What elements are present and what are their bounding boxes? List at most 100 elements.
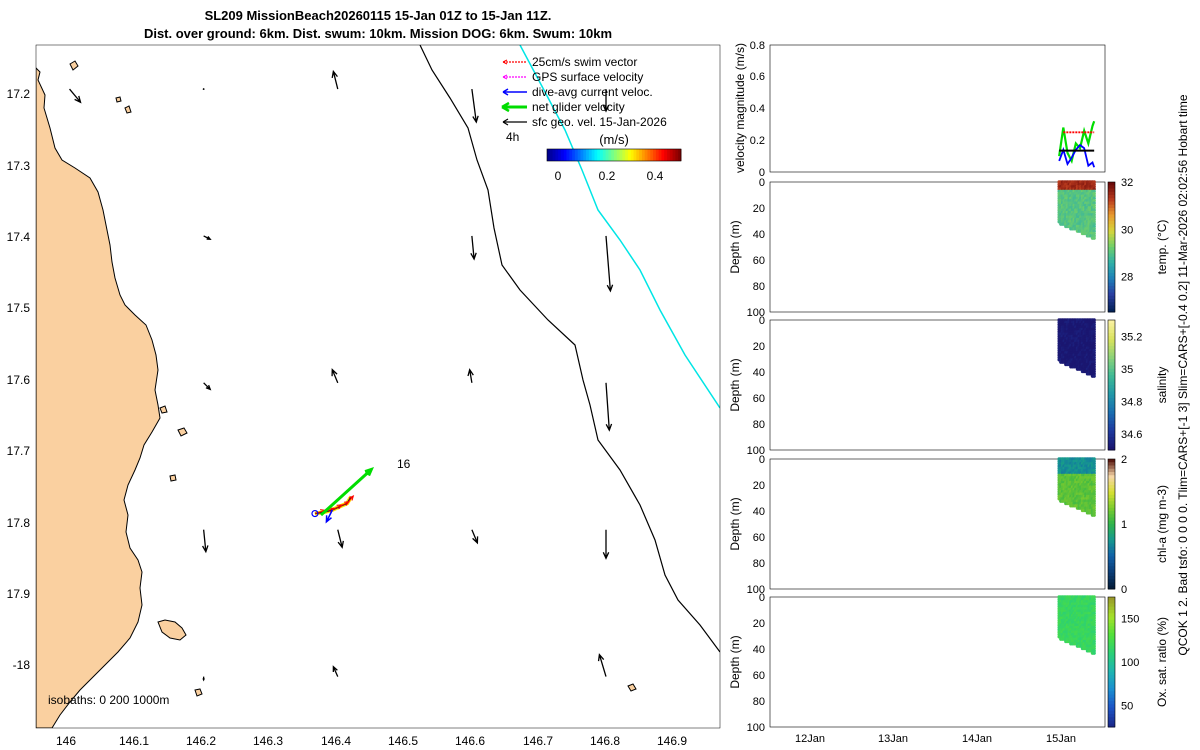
temperature_section-colorbar-segment (1108, 230, 1115, 235)
salinity_section-sample (1092, 355, 1096, 360)
chlorophyll_section-colorbar-segment (1108, 566, 1115, 570)
chlorophyll_section-y-tick: 60 (753, 532, 765, 544)
chlorophyll_section-colorbar-segment (1108, 462, 1115, 466)
chlorophyll_section-sample (1092, 476, 1096, 480)
chlorophyll_section-colorbar-segment (1108, 553, 1115, 557)
track-end-label: 16 (397, 457, 411, 471)
salinity_section-sample (1092, 351, 1096, 355)
chlorophyll_section-colorbar-segment (1108, 576, 1115, 580)
map-panel: 146 146.1 146.2 146.3 146.4 146.5 146.6 … (7, 44, 721, 748)
temperature_section-sample (1092, 182, 1096, 187)
temperature_section-colorbar-segment (1108, 208, 1115, 212)
swim-vector-arrow (346, 495, 355, 504)
chlorophyll_section-sample (1092, 492, 1096, 496)
geostrophic-arrow (467, 368, 474, 383)
oxygen_section-sample (1092, 651, 1096, 655)
map-colorbar-segment (639, 149, 643, 161)
temperature_section-sample (1092, 199, 1096, 203)
map-y-tick: -18 (13, 658, 31, 672)
map-colorbar-segment (627, 149, 632, 161)
salinity_section-sample (1092, 327, 1096, 332)
temperature_section-sample (1092, 231, 1096, 236)
temperature_section-colorbar-segment (1108, 308, 1115, 313)
chlorophyll_section-sample (1092, 461, 1096, 466)
chlorophyll_section-sample (1092, 501, 1096, 506)
salinity_section-colorbar-segment (1108, 385, 1115, 389)
temperature_section-colorbar-segment (1108, 191, 1115, 196)
chlorophyll_section-colorbar-segment (1108, 556, 1115, 561)
chlorophyll_section-colorbar-segment (1108, 481, 1115, 486)
island-2 (69, 60, 79, 71)
salinity_section-colorbar-segment (1108, 320, 1115, 324)
map-y-tick: 17.2 (7, 87, 31, 101)
oxygen_section-colorbar-segment (1108, 642, 1115, 647)
oxygen_section-colorbar-segment (1108, 707, 1115, 712)
isobath-200m (419, 45, 720, 653)
temperature_section-colorbar-frame (1107, 181, 1116, 313)
salinity_section-panel: 0 20 40 60 80 100 Depth (m) 35.2 35 34.8 34.6 salin… (728, 315, 1169, 457)
map-colorbar-segment (650, 149, 654, 161)
map-colorbar-segment (588, 149, 593, 161)
legend-label-net: net glider velocity (532, 100, 625, 114)
map-frame (35, 44, 721, 729)
oxygen_section-colorbar-label: Ox. sat. ratio (%) (1155, 617, 1169, 707)
oxygen_section-colorbar-segment (1108, 681, 1115, 686)
glider-track (311, 467, 375, 524)
chlorophyll_section-colorbar-segment (1108, 582, 1115, 587)
temperature_section-sample (1092, 180, 1096, 184)
oxygen_section-sample (1092, 623, 1096, 627)
temperature_section-sample (1092, 217, 1096, 222)
oxygen_section-sample (1092, 599, 1096, 604)
temperature_section-sample (1092, 201, 1096, 205)
temperature_section-colorbar-segment (1108, 214, 1115, 219)
salinity_section-colorbar-tick: 35 (1121, 364, 1133, 376)
temperature_section-colorbar-segment (1108, 286, 1115, 290)
salinity_section-colorbar-segment (1108, 362, 1115, 366)
map-colorbar-segment (625, 149, 629, 161)
salinity_section-sample (1092, 348, 1096, 353)
oxygen_section-sample (1092, 632, 1096, 637)
oxygen_section-sample (1092, 637, 1096, 641)
chlorophyll_section-colorbar-segment (1108, 524, 1115, 528)
oxygen_section-colorbar-segment (1108, 632, 1115, 637)
island-8 (159, 405, 168, 414)
legend-label-geo: sfc geo. vel. 15-Jan-2026 (532, 115, 667, 129)
temperature_section-colorbar-segment (1108, 198, 1115, 202)
velocity-y-tick: 0 (759, 167, 765, 179)
map-colorbar-segment (591, 149, 595, 161)
chlorophyll_section-sample (1092, 499, 1096, 503)
map-y-tick: 17.8 (7, 516, 31, 530)
temperature_section-colorbar-segment (1108, 182, 1115, 186)
island-9 (115, 96, 122, 103)
salinity_section-colorbar-segment (1108, 352, 1115, 357)
temperature_section-colorbar-segment (1108, 269, 1115, 274)
oxygen_section-sample (1092, 649, 1096, 653)
map-colorbar-segment (605, 149, 609, 161)
island-5 (194, 688, 203, 697)
temperature_section-colorbar-segment (1108, 234, 1115, 238)
salinity_section-sample (1092, 367, 1096, 371)
salinity_section-colorbar-label: salinity (1155, 367, 1169, 404)
oxygen_section-colorbar-segment (1108, 678, 1115, 682)
chlorophyll_section-sample (1092, 469, 1096, 473)
map-colorbar-segment (560, 149, 565, 161)
isobaths-label: isobaths: 0 200 1000m (48, 693, 169, 707)
oxygen_section-colorbar-segment (1108, 684, 1115, 689)
oxygen_section-y-tick: 80 (753, 696, 765, 708)
map-colorbar-segment (547, 149, 551, 161)
oxygen_section-colorbar-segment (1108, 652, 1115, 656)
chlorophyll_section-colorbar-segment (1108, 465, 1115, 470)
map-x-tick: 146.8 (590, 734, 620, 748)
chlorophyll_section-colorbar-tick: 0 (1121, 584, 1127, 596)
oxygen_section-colorbar-segment (1108, 613, 1115, 617)
map-colorbar-tick: 0.4 (647, 169, 664, 183)
oxygen_section-colorbar-segment (1108, 616, 1115, 621)
salinity_section-y-tick: 100 (747, 445, 765, 457)
map-x-tick-labels: 146 146.1 146.2 146.3 146.4 146.5 146.6 … (56, 734, 687, 748)
chlorophyll_section-colorbar-segment (1108, 501, 1115, 505)
oxygen_section-sample (1092, 618, 1096, 623)
map-colorbar-segment (566, 149, 570, 161)
salinity_section-colorbar-segment (1108, 443, 1115, 448)
legend-label-swim: 25cm/s swim vector (532, 55, 637, 69)
geostrophic-arrow (331, 69, 339, 90)
